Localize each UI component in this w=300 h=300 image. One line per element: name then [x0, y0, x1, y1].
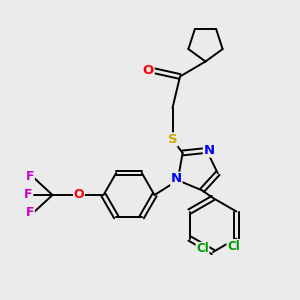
Text: O: O	[74, 188, 84, 202]
Text: S: S	[168, 133, 177, 146]
Text: F: F	[24, 188, 33, 202]
Text: O: O	[143, 64, 154, 77]
Text: Cl: Cl	[196, 242, 209, 256]
Text: N: N	[171, 172, 182, 185]
Text: F: F	[26, 206, 34, 220]
Text: Cl: Cl	[227, 239, 240, 253]
Text: F: F	[26, 170, 34, 184]
Text: N: N	[203, 144, 214, 157]
